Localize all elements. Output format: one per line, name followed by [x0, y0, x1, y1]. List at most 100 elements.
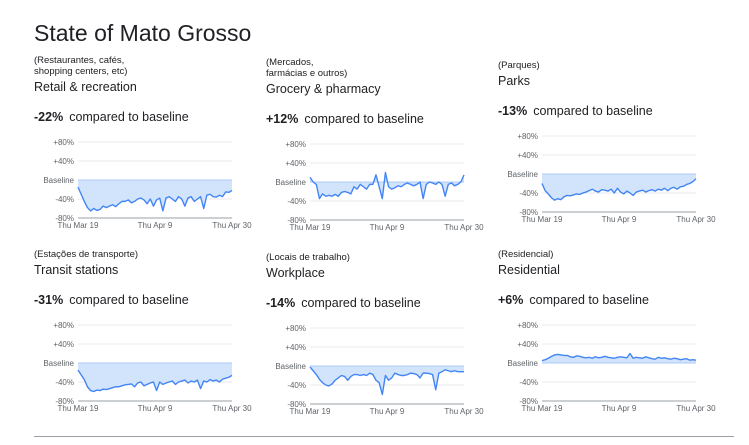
panel-workplace: (Locais de trabalho) Workplace -14% compare… [266, 252, 496, 442]
percent-change-summary: +6% compared to baseline [498, 293, 649, 307]
x-tick-label: Thu Apr 30 [676, 404, 716, 413]
bottom-divider [34, 436, 734, 437]
series-area [78, 363, 232, 392]
y-tick-label: -40% [519, 189, 538, 198]
percent-change-value: +12% [266, 112, 299, 126]
x-tick-label: Thu Apr 30 [444, 223, 484, 232]
mobility-chart: +80% +40% Baseline -40% -80%Thu Mar 19 Thu Ap… [275, 140, 484, 232]
y-tick-label: -40% [519, 378, 538, 387]
y-tick-label: +40% [53, 340, 74, 349]
x-tick-label: Thu Mar 19 [58, 404, 99, 413]
comparison-text: compared to baseline [533, 104, 653, 118]
mobility-chart: +80% +40% Baseline -40% -80%Thu Mar 19 Thu Ap… [275, 324, 484, 416]
x-tick-label: Thu Apr 9 [138, 404, 173, 413]
category-note: (Mercados, farmácias e outros) [266, 57, 347, 79]
x-tick-label: Thu Apr 30 [444, 407, 484, 416]
percent-change-summary: -31% compared to baseline [34, 293, 189, 307]
category-label: Parks [498, 74, 530, 88]
x-tick-label: Thu Mar 19 [58, 221, 99, 230]
x-tick-label: Thu Apr 30 [676, 215, 716, 224]
y-tick-label: +80% [53, 321, 74, 330]
category-note-line: (Locais de trabalho) [266, 252, 350, 263]
y-tick-label: Baseline [43, 359, 74, 368]
category-label: Retail & recreation [34, 80, 137, 94]
series-area [78, 180, 232, 211]
category-note-line: farmácias e outros) [266, 68, 348, 79]
y-tick-label: Baseline [507, 359, 538, 368]
series-line [77, 369, 233, 393]
y-tick-label: Baseline [275, 178, 306, 187]
series-line [309, 171, 465, 200]
y-tick-label: +40% [285, 159, 306, 168]
category-note-line: (Residencial) [498, 249, 554, 260]
percent-change-value: -14% [266, 296, 296, 310]
category-note-line: (Restaurantes, cafés, [34, 55, 125, 66]
panel-grocery: (Mercados, farmácias e outros) Grocery & p… [266, 57, 496, 247]
x-tick-label: Thu Apr 9 [370, 223, 405, 232]
y-tick-label: -80% [287, 216, 306, 225]
comparison-text: compared to baseline [529, 293, 649, 307]
x-tick-label: Thu Apr 30 [212, 404, 252, 413]
series-line [77, 186, 233, 212]
x-tick-label: Thu Mar 19 [522, 404, 563, 413]
comparison-text: compared to baseline [69, 110, 189, 124]
y-tick-label: -80% [287, 400, 306, 409]
y-tick-label: -40% [287, 381, 306, 390]
x-tick-label: Thu Mar 19 [290, 407, 331, 416]
y-tick-label: +40% [517, 151, 538, 160]
series-line [309, 366, 464, 396]
panel-transit: (Estações de transporte) Transit stations… [34, 249, 264, 439]
percent-change-summary: -13% compared to baseline [498, 104, 653, 118]
page-title: State of Mato Grosso [34, 20, 252, 46]
category-label: Transit stations [34, 263, 119, 277]
panel-parks: (Parques) Parks -13% compared to baseline +8… [498, 60, 728, 250]
mobility-chart: +80% +40% Baseline -40% -80%Thu Mar 19 Thu Ap… [43, 138, 252, 230]
x-tick-label: Thu Apr 9 [602, 404, 637, 413]
mobility-chart: +80% +40% Baseline -40% -80%Thu Mar 19 Thu Ap… [43, 321, 252, 413]
percent-change-summary: -22% compared to baseline [34, 110, 189, 124]
y-tick-label: Baseline [507, 170, 538, 179]
y-tick-label: +40% [517, 340, 538, 349]
category-note: (Locais de trabalho) [266, 252, 350, 263]
x-tick-label: Thu Mar 19 [290, 223, 331, 232]
y-tick-label: +80% [53, 138, 74, 147]
y-tick-label: -40% [55, 195, 74, 204]
y-tick-label: -80% [55, 397, 74, 406]
comparison-text: compared to baseline [69, 293, 189, 307]
y-tick-label: -80% [55, 214, 74, 223]
category-note-line: shopping centers, etc) [34, 66, 128, 77]
percent-change-summary: +12% compared to baseline [266, 112, 424, 126]
category-note-line: (Estações de transporte) [34, 249, 139, 260]
x-tick-label: Thu Apr 9 [602, 215, 637, 224]
y-tick-label: -40% [287, 197, 306, 206]
y-tick-label: +80% [517, 321, 538, 330]
y-tick-label: -80% [519, 208, 538, 217]
comparison-text: compared to baseline [304, 112, 424, 126]
x-tick-label: Thu Apr 9 [370, 407, 405, 416]
x-tick-label: Thu Apr 9 [138, 221, 173, 230]
x-tick-label: Thu Mar 19 [522, 215, 563, 224]
panel-residential: (Residencial) Residential +6% compared to b… [498, 249, 728, 439]
category-note: (Restaurantes, cafés, shopping centers, e… [34, 55, 127, 77]
percent-change-summary: -14% compared to baseline [266, 296, 421, 310]
percent-change-value: -31% [34, 293, 64, 307]
series-area [542, 353, 696, 363]
category-note: (Residencial) [498, 249, 553, 260]
category-label: Grocery & pharmacy [266, 82, 381, 96]
series-area [310, 366, 464, 395]
comparison-text: compared to baseline [301, 296, 421, 310]
category-label: Workplace [266, 266, 325, 280]
category-note-line: (Parques) [498, 60, 540, 71]
mobility-chart: +80% +40% Baseline -40% -80%Thu Mar 19 Thu Ap… [507, 321, 716, 413]
y-tick-label: -80% [519, 397, 538, 406]
y-tick-label: +80% [285, 140, 306, 149]
category-note-line: (Mercados, [266, 57, 314, 68]
y-tick-label: +80% [517, 132, 538, 141]
y-tick-label: +80% [285, 324, 306, 333]
y-tick-label: -40% [55, 378, 74, 387]
percent-change-value: +6% [498, 293, 524, 307]
percent-change-value: -22% [34, 110, 64, 124]
y-tick-label: Baseline [275, 362, 306, 371]
panel-retail: (Restaurantes, cafés, shopping centers, e… [34, 55, 264, 245]
category-note: (Estações de transporte) [34, 249, 138, 260]
